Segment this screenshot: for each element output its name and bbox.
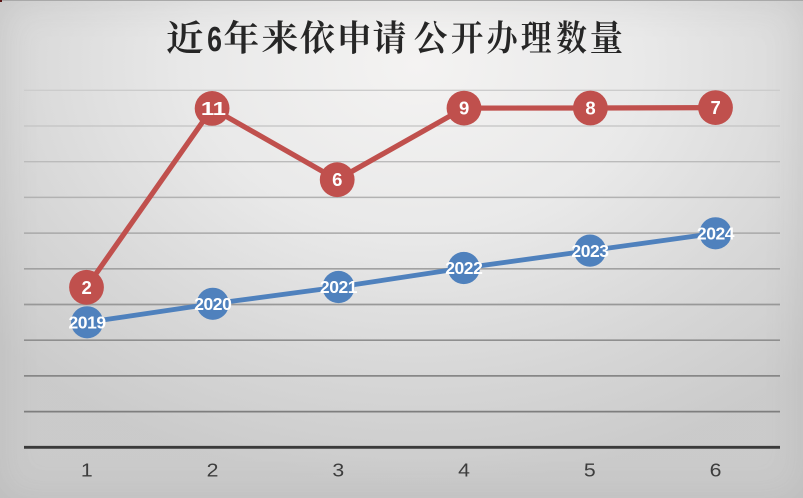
svg-text:5: 5: [584, 461, 596, 481]
svg-text:11: 11: [201, 99, 226, 120]
svg-text:2019: 2019: [69, 313, 107, 333]
svg-text:6: 6: [710, 461, 722, 481]
svg-text:2024: 2024: [697, 224, 735, 244]
svg-text:2: 2: [81, 277, 91, 298]
svg-text:2: 2: [207, 461, 219, 481]
svg-text:2020: 2020: [194, 294, 232, 314]
svg-text:1: 1: [81, 461, 93, 481]
svg-text:2021: 2021: [320, 277, 358, 297]
svg-text:6: 6: [332, 169, 342, 190]
svg-text:3: 3: [332, 461, 344, 481]
svg-text:4: 4: [458, 461, 470, 481]
svg-text:2023: 2023: [571, 241, 609, 261]
svg-text:7: 7: [710, 97, 720, 118]
svg-text:2022: 2022: [445, 258, 483, 278]
svg-text:8: 8: [585, 98, 595, 119]
svg-text:9: 9: [459, 98, 469, 119]
